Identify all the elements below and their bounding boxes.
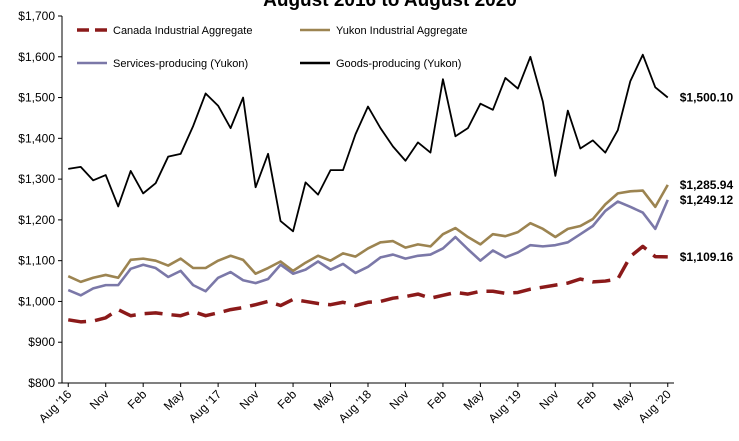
x-tick-label: May [461,387,487,413]
y-tick-label: $1,300 [18,172,55,186]
series-line [68,53,669,233]
y-tick-label: $1,000 [18,294,55,308]
value-label: $1,249.12 [680,193,734,207]
value-label: $1,109.16 [680,250,734,264]
y-tick-label: $1,100 [18,254,55,268]
legend-label: Yukon Industrial Aggregate [336,25,467,37]
y-tick-label: $1,500 [18,91,55,105]
x-tick-label: Nov [536,387,561,412]
series-line [67,244,668,324]
y-tick-label: $1,200 [18,213,55,227]
x-tick-label: Aug '16 [36,387,75,426]
x-tick-label: Aug '17 [186,387,225,426]
x-tick-label: May [311,387,337,413]
x-tick-label: Aug '18 [336,387,375,426]
y-tick-label: $800 [28,376,55,390]
x-tick-label: Aug '19 [486,387,525,426]
series-line [67,199,669,297]
legend-label: Canada Industrial Aggregate [113,25,252,37]
x-tick-label: Nov [387,387,412,412]
y-tick-label: $1,600 [18,50,55,64]
value-label: $1,500.10 [680,91,734,105]
y-tick-label: $1,400 [18,131,55,145]
x-tick-label: Aug '20 [635,387,674,426]
value-label: $1,285.94 [680,178,734,192]
x-tick-label: Feb [125,387,150,412]
legend: Canada Industrial Aggregate Yukon Industr… [77,25,467,70]
x-tick-label: Feb [574,387,599,412]
legend-label: Services-producing (Yukon) [113,58,248,70]
y-tick-label: $900 [28,335,55,349]
x-tick-label: Nov [237,387,262,412]
x-tick-label: Feb [275,387,300,412]
y-tick-label: $1,700 [18,9,55,23]
series-line [67,184,669,284]
x-tick-label: Feb [425,387,450,412]
chart-title: August 2016 to August 2020 [263,0,517,11]
legend-label: Goods-producing (Yukon) [336,58,461,70]
x-tick-label: May [610,387,636,413]
x-tick-label: May [161,387,187,413]
x-tick-label: Nov [87,387,112,412]
